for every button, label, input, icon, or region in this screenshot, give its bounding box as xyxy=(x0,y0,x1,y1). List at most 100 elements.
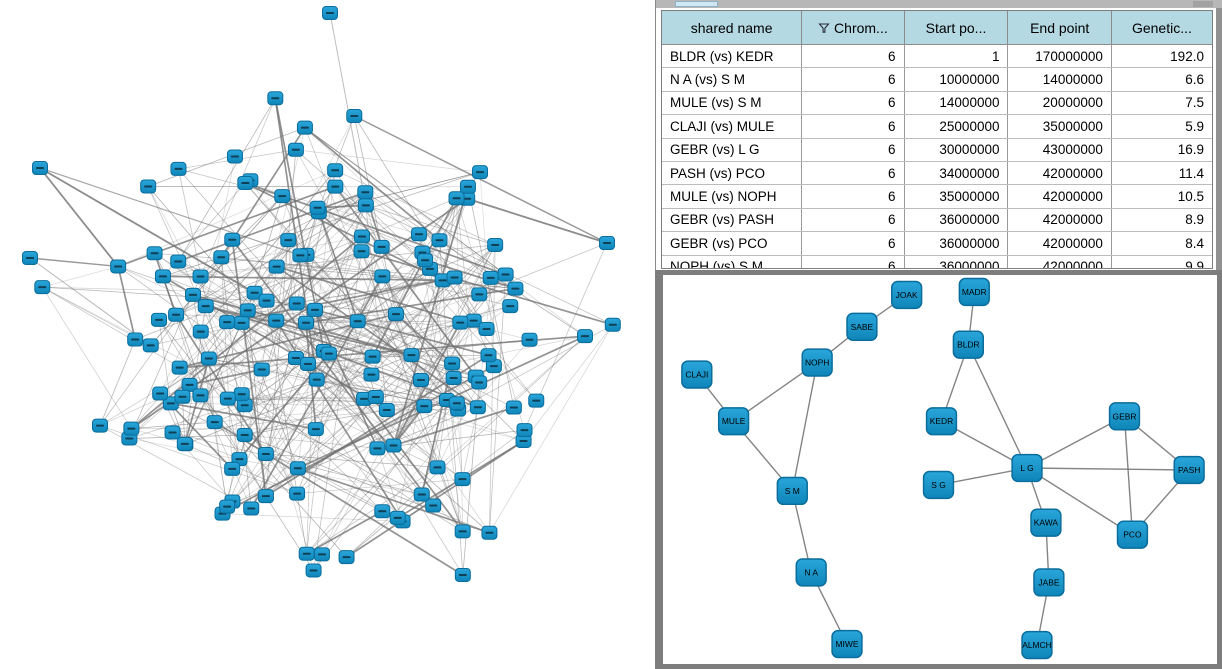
network-node[interactable] xyxy=(34,280,51,295)
network-node[interactable] xyxy=(268,259,285,274)
network-node[interactable] xyxy=(454,472,471,487)
network-node[interactable] xyxy=(469,400,486,415)
network-node[interactable] xyxy=(300,356,317,371)
cell[interactable]: 7.5 xyxy=(1111,91,1212,115)
cell[interactable]: 6 xyxy=(802,138,905,161)
table-row[interactable]: GEBR (vs) L G 6 30000000 43000000 16.9 xyxy=(662,138,1212,162)
network-node[interactable] xyxy=(168,307,185,322)
network-node[interactable] xyxy=(174,389,191,404)
network-node-s-m[interactable]: S M xyxy=(776,476,808,506)
network-node[interactable] xyxy=(446,270,463,285)
cell[interactable]: GEBR (vs) L G xyxy=(662,138,803,161)
network-node[interactable] xyxy=(459,179,476,194)
network-node[interactable] xyxy=(298,546,315,561)
cell[interactable]: GEBR (vs) PCO xyxy=(662,232,803,255)
filter-funnel-icon[interactable] xyxy=(818,22,830,34)
cell[interactable]: 25000000 xyxy=(904,115,1009,138)
network-node[interactable] xyxy=(320,346,337,361)
network-node[interactable] xyxy=(257,489,274,504)
network-node[interactable] xyxy=(378,402,395,417)
network-node[interactable] xyxy=(307,302,324,317)
network-node[interactable] xyxy=(481,525,498,540)
network-node-jabe[interactable]: JABE xyxy=(1033,568,1065,597)
network-node[interactable] xyxy=(236,427,253,442)
network-node[interactable] xyxy=(258,293,275,308)
cell[interactable]: 42000000 xyxy=(1008,161,1112,185)
table-row[interactable]: GEBR (vs) PASH 6 36000000 42000000 8.9 xyxy=(662,208,1212,233)
column-header-shared-name[interactable]: shared name xyxy=(662,11,803,44)
network-node-joak[interactable]: JOAK xyxy=(891,280,923,310)
network-node[interactable] xyxy=(142,338,159,353)
cell[interactable]: 6 xyxy=(802,161,905,185)
network-node[interactable] xyxy=(289,461,306,476)
network-node[interactable] xyxy=(288,296,305,311)
network-node[interactable] xyxy=(308,372,325,387)
network-node[interactable] xyxy=(224,232,241,247)
network-node[interactable] xyxy=(192,388,209,403)
network-node[interactable] xyxy=(171,360,188,375)
network-node[interactable] xyxy=(151,312,168,327)
network-node[interactable] xyxy=(322,6,338,20)
cell[interactable]: 1 xyxy=(904,45,1009,68)
cell[interactable]: 6 xyxy=(802,91,905,115)
network-node[interactable] xyxy=(176,436,193,451)
network-node[interactable] xyxy=(353,244,370,259)
column-header-start-po[interactable]: Start po... xyxy=(904,11,1009,44)
cell[interactable]: 16.9 xyxy=(1111,138,1212,161)
network-node[interactable] xyxy=(454,567,471,582)
network-node[interactable] xyxy=(327,179,344,194)
network-node[interactable] xyxy=(521,332,538,347)
network-node[interactable] xyxy=(364,349,381,364)
table-row[interactable]: GEBR (vs) PCO 6 36000000 42000000 8.4 xyxy=(662,232,1212,256)
network-node[interactable] xyxy=(444,356,461,371)
network-node[interactable] xyxy=(346,109,363,124)
cell[interactable]: MULE (vs) NOPH xyxy=(662,185,803,208)
cell[interactable]: 6 xyxy=(802,68,905,91)
cell[interactable]: 8.4 xyxy=(1111,232,1212,255)
network-node[interactable] xyxy=(287,142,304,157)
network-node[interactable] xyxy=(374,269,391,284)
network-node[interactable] xyxy=(239,303,256,318)
table-row[interactable]: CLAJI (vs) MULE 6 25000000 35000000 5.9 xyxy=(662,115,1212,139)
network-node[interactable] xyxy=(413,487,430,502)
network-node[interactable] xyxy=(431,233,448,248)
network-node[interactable] xyxy=(363,367,380,382)
cell[interactable]: 42000000 xyxy=(1008,232,1112,255)
network-node[interactable] xyxy=(445,371,462,386)
network-node[interactable] xyxy=(32,161,48,175)
network-node[interactable] xyxy=(507,281,524,296)
horizontal-scrollbar[interactable] xyxy=(656,0,1222,8)
network-node[interactable] xyxy=(338,550,355,565)
cell[interactable]: 35000000 xyxy=(904,185,1009,208)
network-node-kawa[interactable]: KAWA xyxy=(1030,508,1062,537)
network-node[interactable] xyxy=(206,415,223,430)
detail-network-svg[interactable]: JOAK SABE NOPH CLAJI MULE S M N A MIWE MADR BLDR K… xyxy=(663,275,1214,664)
cell[interactable]: 8.9 xyxy=(1111,208,1212,232)
network-node[interactable] xyxy=(497,267,514,282)
column-header-genetic[interactable]: Genetic... xyxy=(1111,11,1212,44)
cell[interactable]: 36000000 xyxy=(904,232,1009,255)
network-node[interactable] xyxy=(170,254,187,269)
network-node[interactable] xyxy=(487,237,504,252)
network-node[interactable] xyxy=(170,161,187,176)
network-node-n-a[interactable]: N A xyxy=(795,558,827,587)
network-node[interactable] xyxy=(448,396,465,411)
network-node[interactable] xyxy=(471,287,488,302)
network-node[interactable] xyxy=(309,200,326,215)
network-node-l-g[interactable]: L G xyxy=(1011,453,1043,483)
cell[interactable]: 192.0 xyxy=(1111,45,1212,68)
network-node[interactable] xyxy=(110,259,127,274)
network-node[interactable] xyxy=(257,447,274,462)
network-node[interactable] xyxy=(296,120,313,135)
network-node[interactable] xyxy=(448,191,465,206)
network-node[interactable] xyxy=(292,248,309,263)
hscroll-thumb[interactable] xyxy=(675,1,718,7)
network-node[interactable] xyxy=(219,315,236,330)
cell[interactable]: 30000000 xyxy=(904,138,1009,161)
network-node-mule[interactable]: MULE xyxy=(717,407,750,436)
network-node[interactable] xyxy=(123,421,140,436)
cell[interactable]: 36000000 xyxy=(904,208,1009,232)
cell[interactable]: PASH (vs) PCO xyxy=(662,161,803,185)
network-node[interactable] xyxy=(237,176,254,191)
cell[interactable]: 36000000 xyxy=(904,255,1009,268)
